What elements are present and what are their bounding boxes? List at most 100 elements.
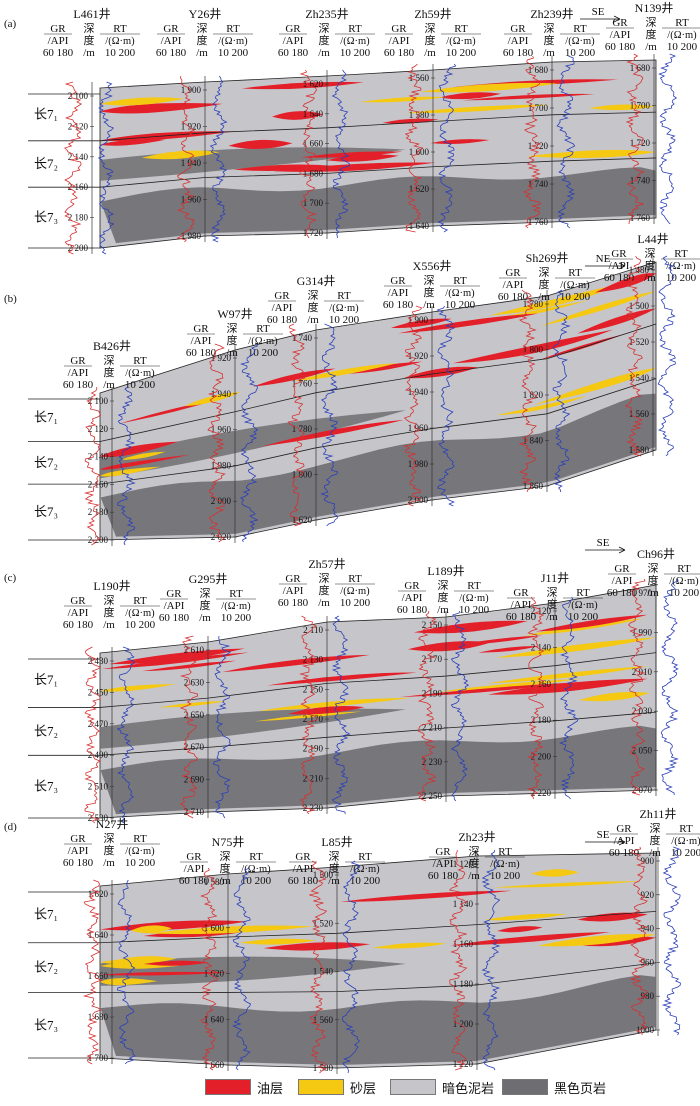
depth-value: 1 800 [292,470,313,480]
rt-label: RT [348,23,362,35]
rt-unit: /(Ω·m) [350,864,380,875]
well-column: W97井 GR 深 RT/API 度 /(Ω·m) 60 180/m 10 200 1 920 1… [186,307,283,543]
sand-layer-lens [537,934,656,947]
gr-scale: 60 180 [607,587,638,599]
depth-label: 深 [544,22,555,35]
depth-unit: /m [649,847,661,859]
rt-log-curve [558,596,579,800]
gr-scale: 60 180 [63,857,94,869]
oil-layer-lens [100,971,231,976]
interval-boundary-line [99,378,657,485]
rt-scale: 10 200 [125,619,156,631]
oil-layer-lens [399,682,576,698]
gr-scale: 60 180 [278,597,309,609]
gr-unit: /API [48,35,69,47]
depth-value: 2 650 [184,710,205,720]
depth-unit: /m [468,870,480,882]
depth-label: 深 [438,579,449,592]
depth-value: 1 960 [211,425,232,435]
depth-label: 深 [220,850,231,863]
depth-unit: /m [196,47,208,59]
well-column: Zh239井 GR 深 RT/API 度 /(Ω·m) 60 180/m 10 200 1 68… [503,7,600,229]
depth-label: 深 [648,562,659,575]
rt-label: RT [675,17,689,29]
rt-scale: 10 200 [340,597,371,609]
oil-layer-lens [325,154,399,162]
gr-label: GR [70,355,86,367]
depth-value: 2 120 [68,121,89,131]
well-name: Zh11井 [640,807,677,821]
legend-label-sand: 砂层 [350,1080,377,1096]
oil-layer-lens [109,648,245,665]
depth-value: 1 980 [181,231,202,241]
rt-log-curve [117,386,136,546]
gr-unit: /API [68,845,89,857]
depth-value: 2 630 [184,677,205,687]
rt-unit: /(Ω·m) [221,601,251,612]
oil-layer-lens [100,920,248,931]
well-column: N75井 GR 深 RT/API 度 /(Ω·m) 60 180/m 10 200 1 580 1… [179,835,276,1071]
sand-layer-lens [148,925,314,935]
gr-scale: 60 180 [278,47,309,59]
gr-scale: 60 180 [384,47,415,59]
oil-layer-lens [100,441,179,458]
well-column: Zh23井 GR 深 RT/API 度 /(Ω·m) 60 180/m 10 200 1 120… [428,830,525,1071]
gr-label: GR [510,23,526,35]
rt-log-curve [657,255,676,457]
depth-label: 深 [539,266,550,279]
rt-label: RT [573,23,587,35]
rt-log-curve [232,867,251,1071]
depth-value: 1 600 [409,147,430,157]
oil-layer-lens [398,313,539,334]
depth-value: 980 [641,991,655,1001]
well-column: J11井 GR 深 RT/API 度 /(Ω·m) 60 180/m 10 200 2 120 2… [506,571,603,800]
rt-scale: 10 200 [218,47,249,59]
depth-value: 960 [641,957,655,967]
well-name: Zh59井 [414,7,451,21]
gr-log-curve [309,860,328,1074]
depth-label: 深 [104,832,115,845]
well-name: G314井 [297,274,336,288]
depth-label: 度 [547,597,558,611]
oil-layer-lens [100,139,166,146]
sand-layer-lens [293,363,397,382]
depth-value: 2 220 [531,788,552,798]
oil-layer-lens [535,614,648,632]
sand-layer-lens [158,700,227,708]
gr-log-curve [624,255,643,457]
gr-unit: /API [508,35,529,47]
rt-label: RT [453,275,467,287]
depth-label: 度 [220,861,231,875]
depth-value: 2 170 [303,714,324,724]
depth-unit: /m [199,612,211,624]
oil-layer-lens [408,641,492,652]
depth-value: 1 560 [629,409,650,419]
sand-layer-lens [494,881,641,888]
depth-value: 1000 [636,1025,655,1035]
gr-log-curve [630,846,648,1036]
depth-value: 1 720 [630,138,651,148]
gr-log-curve [200,867,218,1071]
oil-layer-lens [450,931,611,946]
sand-layer-lens [526,149,656,158]
gr-log-curve [628,578,646,796]
depth-unit: /m [538,291,550,303]
depth-value: 2 210 [422,723,443,733]
sand-layer-lens [100,978,158,986]
oil-layer-lens [267,672,417,686]
legend-item-sand-layer: 砂层 [298,1078,376,1096]
well-name: Sh269井 [526,251,569,265]
rt-log-curve [116,646,135,824]
rt-unit: /(Ω·m) [565,36,595,47]
depth-unit: /m [644,272,656,284]
black-shale-body [100,167,656,244]
gr-log-curve [518,289,538,493]
rt-label: RT [337,290,351,302]
well-column: B426井 GR 深 RT/API 度 /(Ω·m) 60 180/m 10 200 2 100… [63,339,160,546]
depth-label: 度 [104,365,115,379]
well-column: G314井 GR 深 RT/API 度 /(Ω·m) 60 180/m 10 200 1 740… [267,274,364,527]
depth-value: 1 520 [313,918,334,928]
arrow-head [618,262,626,270]
